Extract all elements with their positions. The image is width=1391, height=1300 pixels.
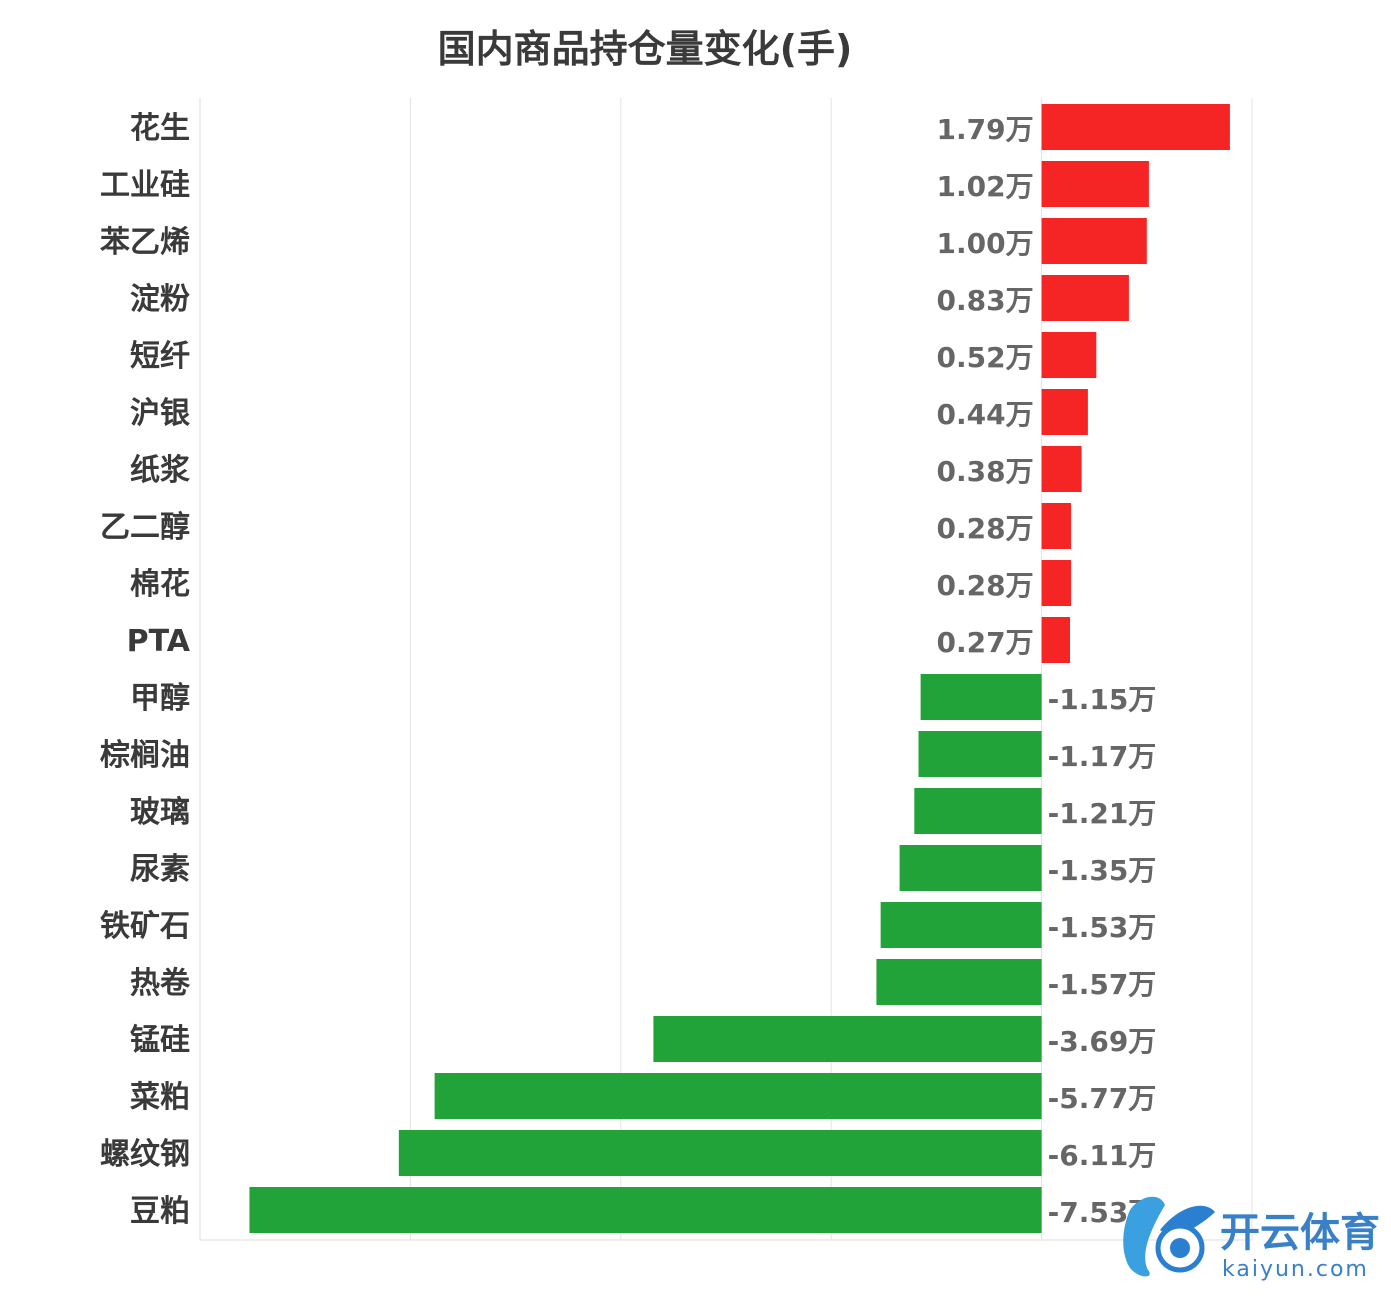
value-label: 0.28万 (937, 569, 1034, 602)
category-label: 热卷 (130, 966, 191, 1001)
chart-title: 国内商品持仓量变化(手) (438, 27, 853, 71)
category-label: 菜粕 (130, 1080, 190, 1115)
category-label: 螺纹钢 (100, 1137, 190, 1172)
bar (899, 845, 1042, 891)
value-label: -5.77万 (1048, 1082, 1157, 1115)
category-label: 铁矿石 (100, 909, 190, 944)
value-label: -3.69万 (1048, 1025, 1157, 1058)
bar (1041, 275, 1129, 321)
category-label: 短纤 (130, 339, 190, 374)
category-label: 纸浆 (130, 453, 190, 488)
value-label: -1.57万 (1048, 968, 1157, 1001)
bar (918, 731, 1042, 777)
value-label: -1.53万 (1048, 911, 1157, 944)
value-label: 0.83万 (937, 284, 1034, 317)
value-label: 0.38万 (937, 455, 1034, 488)
value-label: 0.44万 (937, 398, 1034, 431)
bar (1041, 389, 1088, 435)
category-label: 沪银 (130, 396, 190, 431)
category-label: PTA (127, 624, 191, 659)
category-label: 豆粕 (130, 1194, 190, 1229)
value-label: -1.21万 (1048, 797, 1157, 830)
value-label: 0.27万 (937, 626, 1034, 659)
bar (876, 959, 1042, 1005)
bar (880, 902, 1042, 948)
value-label: -1.15万 (1048, 683, 1157, 716)
category-label: 苯乙烯 (100, 225, 190, 260)
bar (1041, 104, 1230, 150)
category-label: 锰硅 (130, 1023, 190, 1058)
watermark-sub: kaiyun.com (1222, 1257, 1369, 1282)
category-label: 尿素 (130, 852, 190, 887)
gridlines (199, 98, 1253, 1241)
bar (1041, 617, 1071, 663)
category-label: 甲醇 (130, 681, 190, 716)
bars (249, 104, 1230, 1233)
bar (434, 1073, 1042, 1119)
category-label: 玻璃 (130, 795, 190, 830)
value-label: 1.02万 (937, 170, 1034, 203)
bar (914, 788, 1042, 834)
watermark: 开云体育 kaiyun.com (1123, 1196, 1380, 1282)
value-label: -6.11万 (1048, 1139, 1157, 1172)
bar (1041, 503, 1072, 549)
bar (653, 1016, 1042, 1062)
watermark-logo-icon (1123, 1196, 1215, 1277)
bar (1041, 218, 1147, 264)
value-label: 0.52万 (937, 341, 1034, 374)
bar (398, 1130, 1042, 1176)
category-label: 棕榈油 (100, 738, 190, 773)
category-label: 乙二醇 (100, 510, 190, 545)
bar (1041, 332, 1097, 378)
bar (920, 674, 1042, 720)
value-label: 1.00万 (937, 227, 1034, 260)
value-labels: 1.79万 1.02万 1.00万 0.83万 0.52万 0.44万 0.38万 0.28万… (937, 113, 1157, 1229)
bar (249, 1187, 1042, 1233)
bar (1041, 560, 1072, 606)
value-label: -1.35万 (1048, 854, 1157, 887)
category-label: 淀粉 (130, 282, 190, 317)
value-label: -1.17万 (1048, 740, 1157, 773)
value-label: 0.28万 (937, 512, 1034, 545)
watermark-text: 开云体育 (1220, 1210, 1380, 1256)
category-label: 花生 (130, 111, 190, 146)
category-label: 棉花 (130, 567, 190, 602)
value-label: 1.79万 (937, 113, 1034, 146)
category-label: 工业硅 (100, 168, 190, 203)
bar (1041, 446, 1082, 492)
bar (1041, 161, 1149, 207)
